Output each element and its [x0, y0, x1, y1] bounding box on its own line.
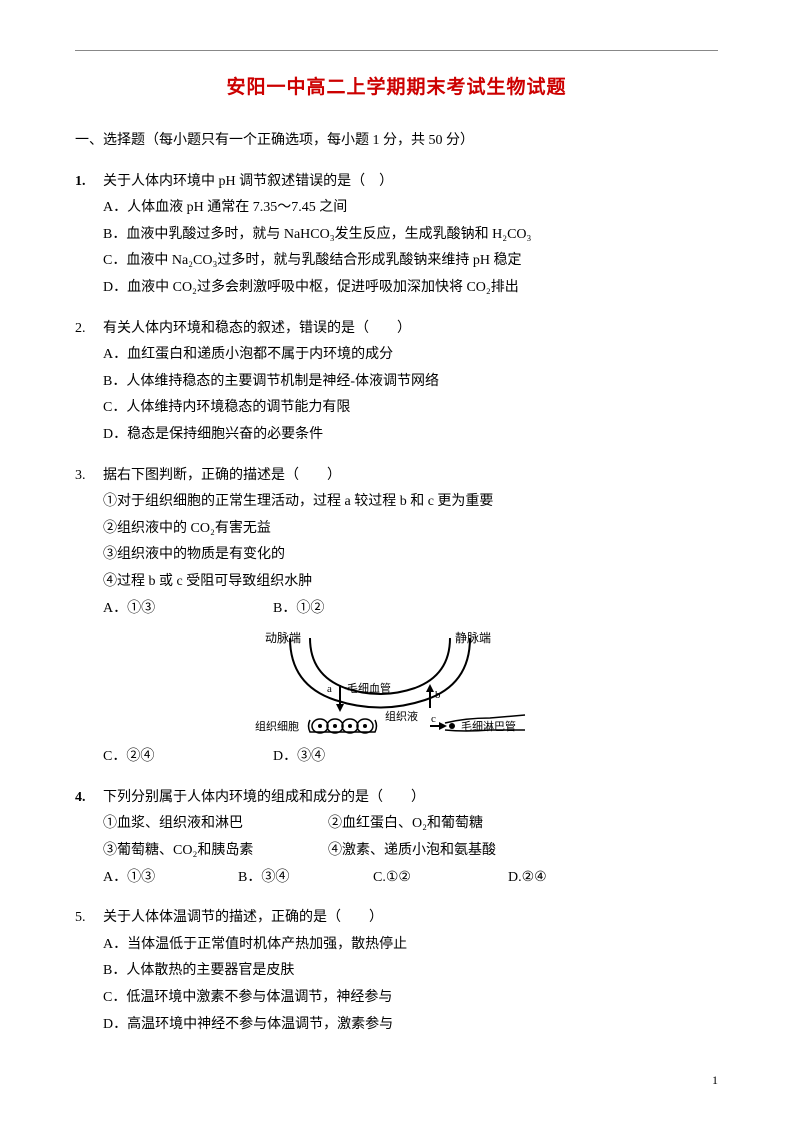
top-rule	[75, 50, 718, 51]
q3-opt-c: C．②④	[103, 744, 273, 771]
q3-num: 3.	[75, 463, 103, 490]
question-3: 3. 据右下图判断，正确的描述是（ ） ①对于组织细胞的正常生理活动，过程 a …	[75, 463, 718, 771]
q4-opt-d: D.②④	[508, 865, 643, 892]
q2-options: A．血红蛋白和递质小泡都不属于内环境的成分 B．人体维持稳态的主要调节机制是神经…	[75, 342, 718, 448]
q4-sub-4: ④激素、递质小泡和氨基酸	[328, 838, 496, 865]
question-5: 5. 关于人体体温调节的描述，正确的是（ ） A．当体温低于正常值时机体产热加强…	[75, 905, 718, 1038]
q4-subitems: ①血浆、组织液和淋巴 ②血红蛋白、O₂和葡萄糖 ③葡萄糖、CO₂和胰岛素 ④激素…	[75, 811, 718, 891]
tissue-cells-icon	[309, 719, 377, 733]
q1-opt-a: A．人体血液 pH 通常在 7.35～7.45 之间	[103, 195, 718, 222]
q2-opt-a: A．血红蛋白和递质小泡都不属于内环境的成分	[103, 342, 718, 369]
q3-opt-d: D．③④	[273, 744, 443, 771]
q2-opt-d: D．稳态是保持细胞兴奋的必要条件	[103, 422, 718, 449]
q5-opt-c: C．低温环境中激素不参与体温调节，神经参与	[103, 985, 718, 1012]
q2-stem: 有关人体内环境和稳态的叙述，错误的是（ ）	[103, 316, 718, 343]
q3-opt-b: B．①②	[273, 596, 443, 623]
q4-num: 4.	[75, 785, 103, 812]
q4-sub-3: ③葡萄糖、CO₂和胰岛素	[103, 838, 328, 865]
q4-opts: A．①③ B．③④ C.①② D.②④	[103, 865, 718, 892]
q1-opt-b: B．血液中乳酸过多时，就与 NaHCO₃发生反应，生成乳酸钠和 H₂CO₃	[103, 222, 718, 249]
question-2: 2. 有关人体内环境和稳态的叙述，错误的是（ ） A．血红蛋白和递质小泡都不属于…	[75, 316, 718, 449]
page-number: 1	[712, 1069, 718, 1092]
q3-sub-1: ①对于组织细胞的正常生理活动，过程 a 较过程 b 和 c 更为重要	[103, 489, 718, 516]
label-b: b	[435, 689, 441, 701]
question-4: 4. 下列分别属于人体内环境的组成和成分的是（ ） ①血浆、组织液和淋巴 ②血红…	[75, 785, 718, 891]
label-c: c	[431, 713, 436, 725]
q4-sub-2: ②血红蛋白、O₂和葡萄糖	[328, 811, 483, 838]
q1-stem: 关于人体内环境中 pH 调节叙述错误的是（ ）	[103, 169, 718, 196]
q5-opt-a: A．当体温低于正常值时机体产热加强，散热停止	[103, 932, 718, 959]
q4-sub-row2: ③葡萄糖、CO₂和胰岛素 ④激素、递质小泡和氨基酸	[103, 838, 718, 865]
label-tissue-cell: 组织细胞	[255, 719, 299, 733]
q5-opt-b: B．人体散热的主要器官是皮肤	[103, 958, 718, 985]
question-1: 1. 关于人体内环境中 pH 调节叙述错误的是（ ） A．人体血液 pH 通常在…	[75, 169, 718, 302]
q2-opt-b: B．人体维持稳态的主要调节机制是神经-体液调节网络	[103, 369, 718, 396]
q3-stem: 据右下图判断，正确的描述是（ ）	[103, 463, 718, 490]
q1-options: A．人体血液 pH 通常在 7.35～7.45 之间 B．血液中乳酸过多时，就与…	[75, 195, 718, 301]
q2-opt-c: C．人体维持内环境稳态的调节能力有限	[103, 395, 718, 422]
q4-sub-row1: ①血浆、组织液和淋巴 ②血红蛋白、O₂和葡萄糖	[103, 811, 718, 838]
q4-stem: 下列分别属于人体内环境的组成和成分的是（ ）	[103, 785, 718, 812]
q5-stem: 关于人体体温调节的描述，正确的是（ ）	[103, 905, 718, 932]
q4-opt-b: B．③④	[238, 865, 373, 892]
q5-opt-d: D．高温环境中神经不参与体温调节，激素参与	[103, 1012, 718, 1039]
q3-opt-a: A．①③	[103, 596, 273, 623]
q4-opt-a: A．①③	[103, 865, 238, 892]
q1-opt-c: C．血液中 Na₂CO₃过多时，就与乳酸结合形成乳酸钠来维持 pH 稳定	[103, 248, 718, 275]
q3-subitems: ①对于组织细胞的正常生理活动，过程 a 较过程 b 和 c 更为重要 ②组织液中…	[75, 489, 718, 622]
label-lymph: 毛细淋巴管	[461, 719, 516, 733]
q4-sub-1: ①血浆、组织液和淋巴	[103, 811, 328, 838]
label-tissue-fluid: 组织液	[385, 709, 418, 723]
q2-num: 2.	[75, 316, 103, 343]
capillary-diagram: 动脉端 静脉端 a 毛细血管 b 组织液	[235, 630, 535, 740]
label-vein: 静脉端	[455, 630, 491, 645]
q3-opts-row1: A．①③ B．①②	[103, 596, 718, 623]
q1-num: 1.	[75, 169, 103, 196]
q3-sub-4: ④过程 b 或 c 受阻可导致组织水肿	[103, 569, 718, 596]
q3-opts-row2: C．②④ D．③④	[103, 744, 718, 771]
q1-opt-d: D．血液中 CO₂过多会刺激呼吸中枢，促进呼吸加深加快将 CO₂排出	[103, 275, 718, 302]
label-a: a	[327, 683, 332, 695]
label-artery: 动脉端	[265, 630, 301, 645]
q5-num: 5.	[75, 905, 103, 932]
q4-opt-c: C.①②	[373, 865, 508, 892]
section-header: 一、选择题（每小题只有一个正确选项，每小题 1 分，共 50 分）	[75, 128, 718, 155]
q3-sub-2: ②组织液中的 CO₂有害无益	[103, 516, 718, 543]
label-capillary: 毛细血管	[347, 681, 391, 695]
q5-options: A．当体温低于正常值时机体产热加强，散热停止 B．人体散热的主要器官是皮肤 C．…	[75, 932, 718, 1038]
page-title: 安阳一中高二上学期期末考试生物试题	[75, 70, 718, 106]
q3-sub-3: ③组织液中的物质是有变化的	[103, 542, 718, 569]
